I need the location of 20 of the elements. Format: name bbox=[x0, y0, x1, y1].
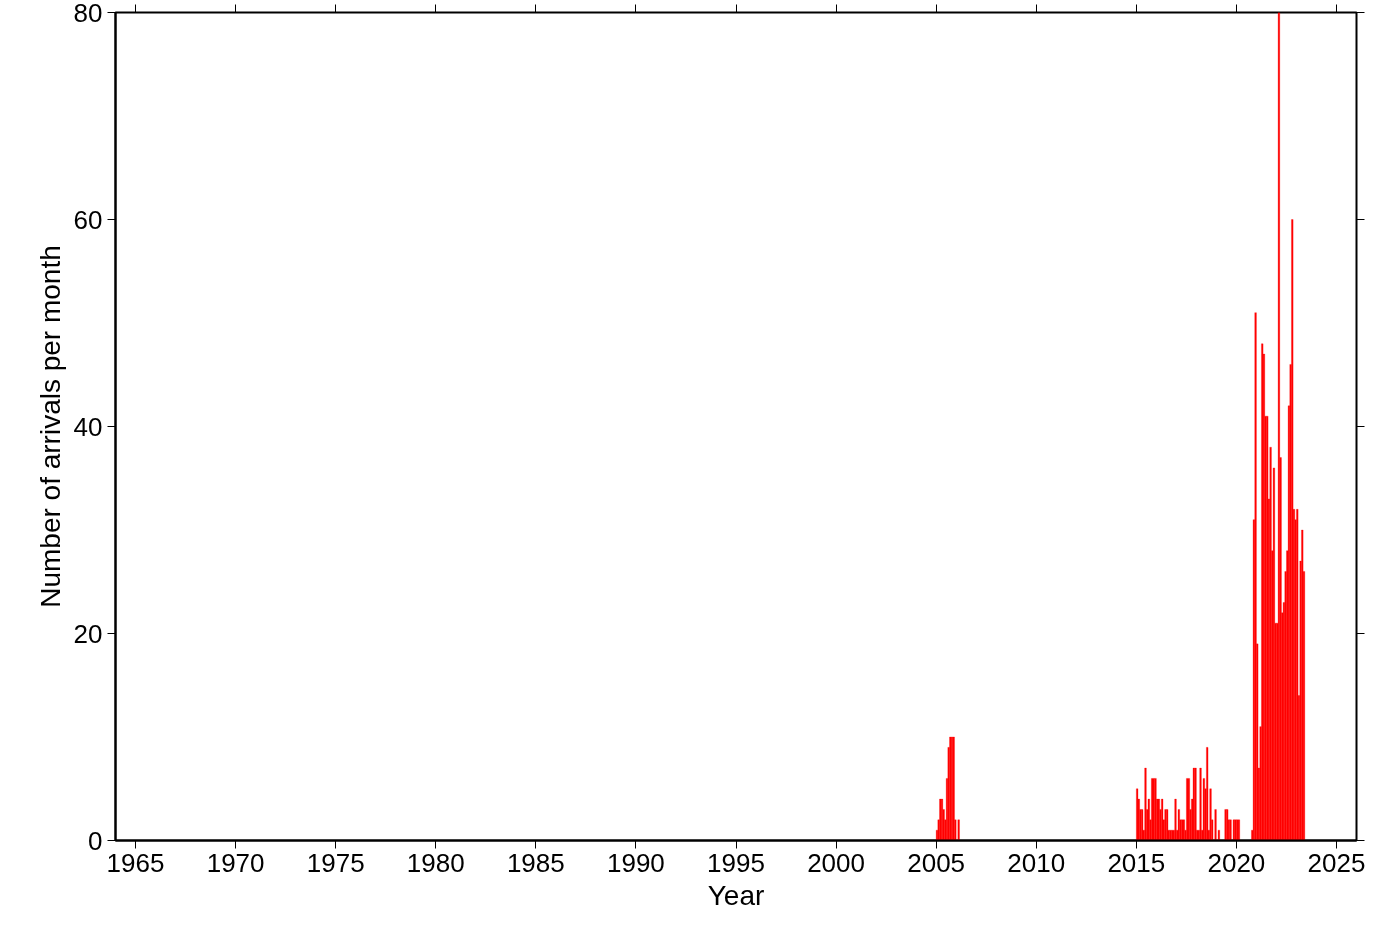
x-tick-label: 1985 bbox=[506, 847, 565, 878]
y-tick-label: 0 bbox=[88, 825, 103, 856]
x-axis-title: Year bbox=[707, 879, 765, 911]
x-tick-label: 2000 bbox=[807, 847, 865, 878]
x-tick-label: 1995 bbox=[707, 847, 765, 878]
x-tick-label: 1975 bbox=[306, 847, 365, 878]
x-tick-label: 2010 bbox=[1007, 847, 1066, 878]
y-tick-label: 40 bbox=[73, 411, 103, 442]
y-tick-label: 20 bbox=[73, 618, 103, 649]
x-tick-label: 1980 bbox=[406, 847, 465, 878]
y-tick-label: 60 bbox=[73, 204, 103, 235]
y-axis-title: Number of arrivals per month bbox=[34, 245, 66, 608]
x-tick-label: 2015 bbox=[1107, 847, 1166, 878]
x-tick-label: 2025 bbox=[1307, 847, 1366, 878]
x-tick-label: 1990 bbox=[607, 847, 665, 878]
x-tick-label: 1970 bbox=[206, 847, 265, 878]
y-tick-label: 80 bbox=[73, 0, 103, 28]
x-tick-label: 2005 bbox=[907, 847, 966, 878]
x-tick-label: 2020 bbox=[1207, 847, 1266, 878]
x-tick-label: 1965 bbox=[106, 847, 165, 878]
